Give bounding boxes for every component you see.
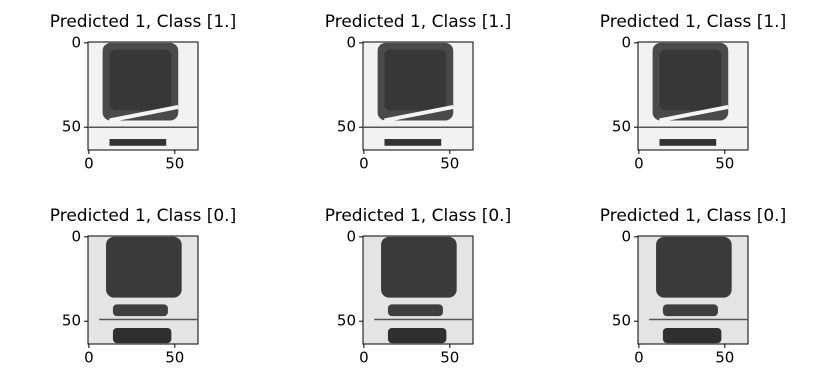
image: [363, 236, 473, 344]
y-tick-label: 50: [62, 312, 81, 330]
image: [638, 42, 748, 150]
x-tick-label: 50: [165, 155, 184, 173]
x-tick-label: 0: [84, 155, 94, 173]
y-tick-label: 50: [612, 312, 631, 330]
x-tick-label: 50: [715, 349, 734, 367]
x-tick-label: 0: [634, 349, 644, 367]
y-tick-label: 0: [71, 33, 81, 51]
y-tick-label: 50: [337, 118, 356, 136]
x-tick-label: 0: [84, 349, 94, 367]
x-tick-label: 50: [440, 349, 459, 367]
image-blob: [663, 304, 718, 316]
image: [638, 236, 748, 344]
figure: 050050Predicted 1, Class [1.]050050Predi…: [0, 0, 822, 371]
chart-title: Predicted 1, Class [0.]: [325, 206, 511, 226]
image-blob: [109, 50, 171, 111]
image-blob: [663, 328, 721, 343]
chart-title: Predicted 1, Class [1.]: [50, 12, 236, 32]
image-blob: [106, 237, 182, 298]
image-strip: [659, 139, 716, 146]
image-blob: [113, 304, 168, 316]
chart-title: Predicted 1, Class [1.]: [600, 12, 786, 32]
chart-title: Predicted 1, Class [0.]: [50, 206, 236, 226]
image-blob: [113, 328, 171, 343]
x-tick-label: 50: [440, 155, 459, 173]
image: [88, 42, 198, 150]
y-tick-label: 0: [621, 33, 631, 51]
chart-title: Predicted 1, Class [0.]: [600, 206, 786, 226]
image: [88, 236, 198, 344]
image-blob: [384, 50, 446, 111]
y-tick-label: 0: [346, 227, 356, 245]
y-tick-label: 0: [346, 33, 356, 51]
y-tick-label: 50: [62, 118, 81, 136]
image-blob: [388, 328, 446, 343]
x-tick-label: 0: [634, 155, 644, 173]
image-blob: [659, 50, 721, 111]
image: [363, 42, 473, 150]
image-blob: [381, 237, 457, 298]
x-tick-label: 0: [359, 155, 369, 173]
y-tick-label: 0: [71, 227, 81, 245]
y-tick-label: 50: [612, 118, 631, 136]
image-strip: [384, 139, 441, 146]
y-tick-label: 0: [621, 227, 631, 245]
image-blob: [656, 237, 732, 298]
x-tick-label: 50: [715, 155, 734, 173]
x-tick-label: 0: [359, 349, 369, 367]
chart-title: Predicted 1, Class [1.]: [325, 12, 511, 32]
x-tick-label: 50: [165, 349, 184, 367]
image-blob: [388, 304, 443, 316]
y-tick-label: 50: [337, 312, 356, 330]
image-strip: [109, 139, 166, 146]
